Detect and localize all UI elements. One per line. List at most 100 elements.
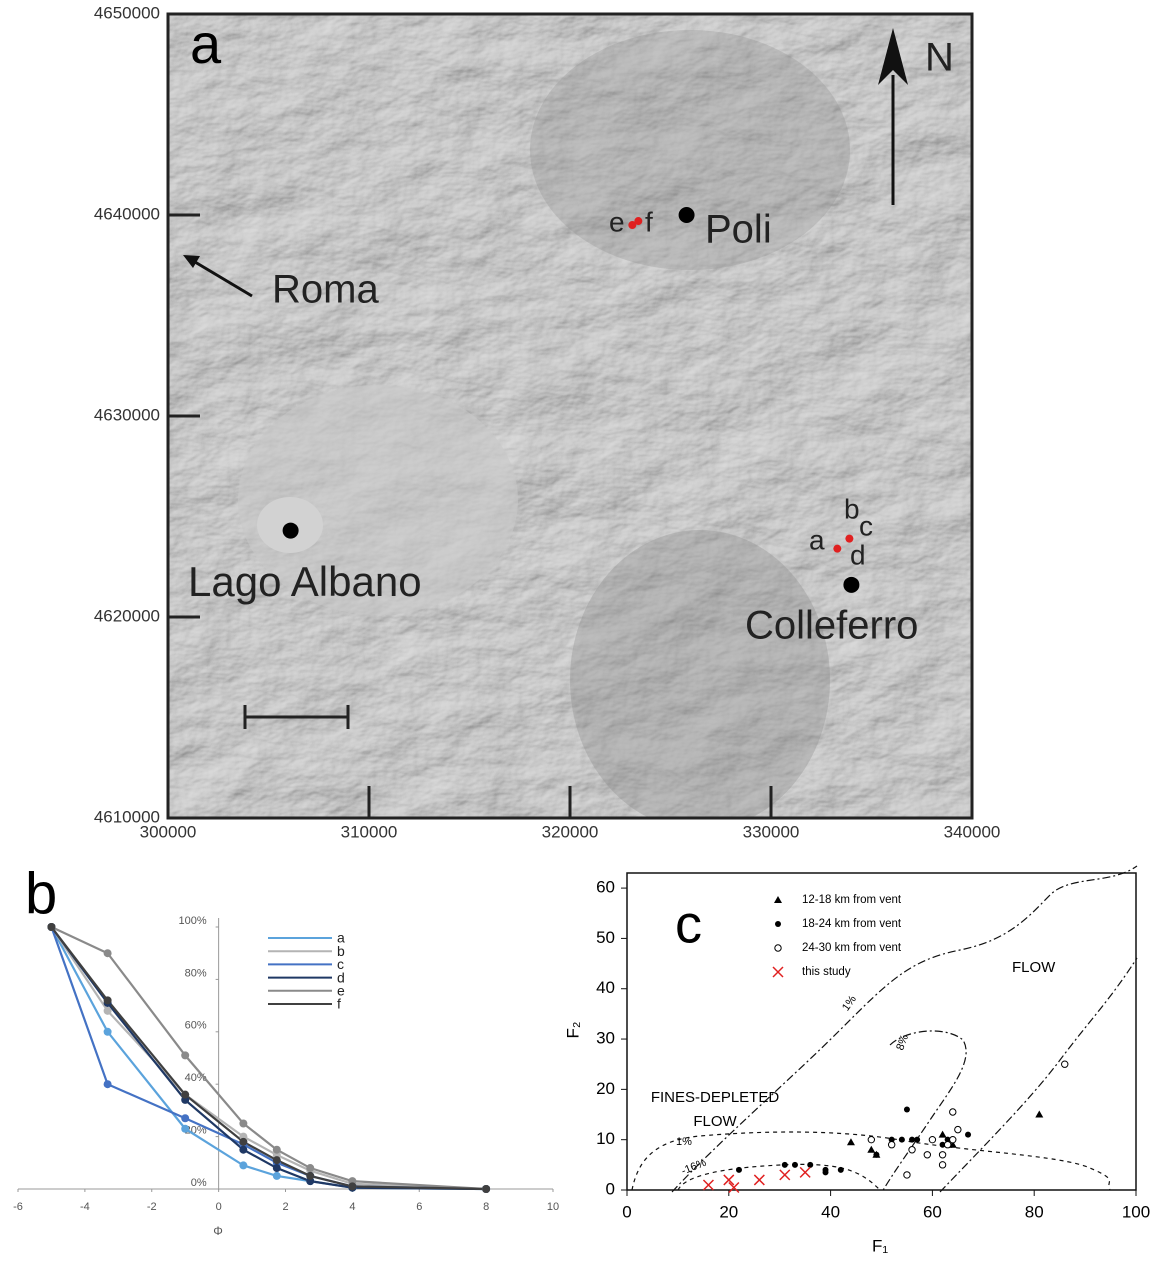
- x-tick-label: 6: [416, 1201, 422, 1213]
- point: [899, 1137, 905, 1143]
- x-tick-label: 310000: [341, 822, 398, 841]
- point: [104, 1080, 112, 1088]
- point: [1062, 1061, 1068, 1067]
- point: [273, 1172, 281, 1180]
- y-tick-label: 100%: [178, 915, 206, 927]
- point: [924, 1152, 930, 1158]
- point: [703, 1180, 713, 1190]
- annotation: -16%: [680, 1157, 709, 1178]
- legend-label: 12-18 km from vent: [802, 894, 902, 906]
- point: [929, 1136, 935, 1142]
- y-tick-label: 80%: [185, 967, 207, 979]
- point: [800, 1167, 810, 1177]
- point: [823, 1167, 829, 1173]
- y-tick-label: 60: [596, 878, 615, 897]
- x-tick-label: 300000: [140, 822, 197, 841]
- point: [239, 1146, 247, 1154]
- y-tick-label: 0: [606, 1179, 615, 1198]
- place-point: [283, 523, 299, 539]
- point: [104, 996, 112, 1004]
- annotation: 1%: [840, 993, 859, 1013]
- x-tick-label: 0: [622, 1202, 631, 1221]
- annotation: N: [925, 36, 954, 80]
- x-axis-label: Φ: [213, 1224, 223, 1238]
- x-tick-label: 8: [483, 1201, 489, 1213]
- x-tick-label: 60: [923, 1202, 942, 1221]
- point: [47, 923, 55, 931]
- y-tick-label: 50: [596, 928, 615, 947]
- annotation: 8%: [894, 1033, 911, 1052]
- point: [939, 1131, 947, 1138]
- site-label: e: [609, 206, 625, 237]
- panel-label: a: [190, 12, 222, 75]
- x-tick-label: 80: [1025, 1202, 1044, 1221]
- panel-label: c: [675, 894, 702, 954]
- annotation: FLOW: [1012, 959, 1056, 976]
- legend-swatch: [773, 967, 783, 977]
- legend-label: 18-24 km from vent: [802, 918, 902, 930]
- annotation: FLOW: [693, 1113, 737, 1130]
- y-tick-label: 60%: [185, 1020, 207, 1032]
- point: [847, 1138, 855, 1145]
- point: [306, 1164, 314, 1172]
- y-tick-label: 4620000: [94, 606, 160, 625]
- x-tick-label: 340000: [944, 822, 1001, 841]
- legend-swatch: [775, 921, 781, 927]
- point: [939, 1162, 945, 1168]
- point: [904, 1106, 910, 1112]
- place-point: [679, 207, 695, 223]
- point: [807, 1162, 813, 1168]
- point: [955, 1126, 961, 1132]
- y-tick-label: 20: [596, 1079, 615, 1098]
- annotation: Roma: [272, 268, 379, 312]
- x-tick-label: 330000: [743, 822, 800, 841]
- legend-label: 24-30 km from vent: [802, 942, 902, 954]
- point: [181, 1091, 189, 1099]
- x-tick-label: 4: [349, 1201, 355, 1213]
- legend-swatch: [774, 896, 782, 903]
- point: [1035, 1111, 1043, 1118]
- field-boundaries: [632, 866, 1137, 1192]
- x-axis-label: F₁: [872, 1236, 888, 1255]
- point: [273, 1156, 281, 1164]
- y-tick-label: 30: [596, 1029, 615, 1048]
- point: [104, 949, 112, 957]
- point: [754, 1175, 764, 1185]
- point: [888, 1142, 894, 1148]
- panel-label: b: [25, 861, 57, 926]
- point: [181, 1051, 189, 1059]
- y-tick-label: 4650000: [94, 3, 160, 22]
- sample-site: [833, 545, 841, 553]
- point: [104, 1007, 112, 1015]
- y-axis-label: F₂: [563, 1022, 582, 1039]
- x-tick-label: -2: [147, 1201, 157, 1213]
- point: [482, 1185, 490, 1193]
- y-tick-label: 40: [596, 978, 615, 997]
- point: [939, 1152, 945, 1158]
- x-tick-label: -4: [80, 1201, 90, 1213]
- annotation: 1%: [676, 1136, 692, 1148]
- point: [873, 1152, 879, 1158]
- point: [782, 1162, 788, 1168]
- point: [348, 1182, 356, 1190]
- point: [965, 1132, 971, 1138]
- x-tick-label: 100: [1122, 1202, 1150, 1221]
- y-tick-label: 4640000: [94, 204, 160, 223]
- point: [914, 1137, 920, 1143]
- place-label: Lago Albano: [188, 558, 422, 605]
- site-label: c: [859, 510, 873, 541]
- point: [181, 1114, 189, 1122]
- point: [950, 1109, 956, 1115]
- point: [239, 1138, 247, 1146]
- place-label: Colleferro: [745, 604, 918, 648]
- point: [792, 1162, 798, 1168]
- sample-site: [845, 535, 853, 543]
- x-tick-label: 320000: [542, 822, 599, 841]
- point: [239, 1161, 247, 1169]
- point: [273, 1146, 281, 1154]
- y-tick-label: 10: [596, 1129, 615, 1148]
- y-tick-label: 0%: [191, 1177, 207, 1189]
- site-label: d: [850, 539, 866, 570]
- map-relief: [168, 14, 972, 830]
- point: [944, 1142, 950, 1148]
